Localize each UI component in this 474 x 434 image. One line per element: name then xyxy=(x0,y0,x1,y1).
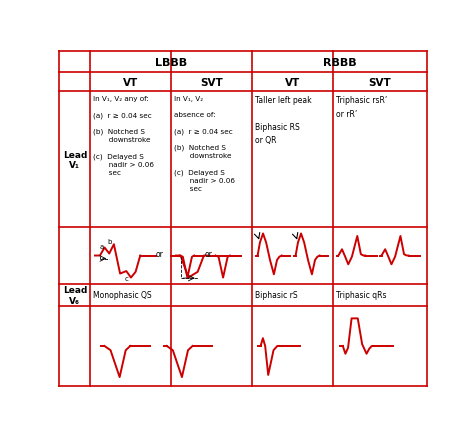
Text: a: a xyxy=(100,243,104,250)
Text: c: c xyxy=(125,276,128,281)
Text: b: b xyxy=(108,238,112,244)
Text: Lead
V₆: Lead V₆ xyxy=(63,286,87,305)
Text: In V₁, V₂

absence of:

(a)  r ≥ 0.04 sec

(b)  Notched S
       downstroke

(c): In V₁, V₂ absence of: (a) r ≥ 0.04 sec (… xyxy=(174,96,235,191)
Text: VT: VT xyxy=(123,78,138,88)
Text: Lead
V₁: Lead V₁ xyxy=(63,150,87,170)
Text: In V₁, V₂ any of:

(a)  r ≥ 0.04 sec

(b)  Notched S
       downstroke

(c)  Del: In V₁, V₂ any of: (a) r ≥ 0.04 sec (b) N… xyxy=(93,96,155,175)
Text: Taller left peak

Biphasic RS
or QR: Taller left peak Biphasic RS or QR xyxy=(255,96,312,145)
Text: or: or xyxy=(156,250,164,258)
Text: Triphasic qRs: Triphasic qRs xyxy=(336,291,386,300)
Text: Monophasic QS: Monophasic QS xyxy=(93,291,152,300)
Text: SVT: SVT xyxy=(368,78,391,88)
Text: Triphasic rsR’
or rR’: Triphasic rsR’ or rR’ xyxy=(336,96,387,118)
Text: SVT: SVT xyxy=(201,78,223,88)
Text: VT: VT xyxy=(285,78,300,88)
Text: RBBB: RBBB xyxy=(322,57,356,67)
Text: LBBB: LBBB xyxy=(155,57,187,67)
Text: or: or xyxy=(205,250,213,258)
Text: Biphasic rS: Biphasic rS xyxy=(255,291,298,300)
